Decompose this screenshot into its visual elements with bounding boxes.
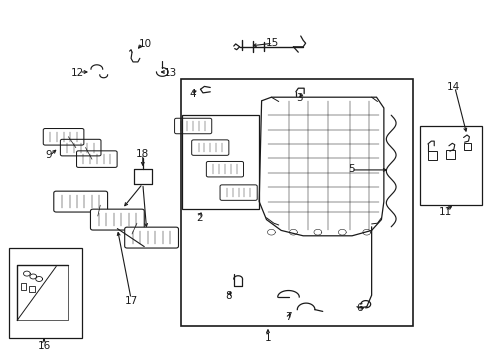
Bar [182, 115, 259, 209]
Text: 5: 5 [347, 164, 354, 174]
Text: 15: 15 [265, 38, 279, 48]
Bar [419, 126, 481, 205]
Text: 14: 14 [446, 82, 460, 92]
Text: 9: 9 [45, 150, 52, 160]
FancyBboxPatch shape [54, 191, 107, 212]
Text: 2: 2 [196, 213, 203, 223]
Text: 17: 17 [124, 296, 138, 306]
FancyBboxPatch shape [124, 227, 178, 248]
Text: 10: 10 [139, 39, 152, 49]
Bar [181, 79, 412, 326]
Text: 13: 13 [163, 68, 177, 78]
Text: 18: 18 [136, 149, 149, 159]
Text: 6: 6 [355, 303, 362, 313]
Text: 16: 16 [37, 341, 51, 351]
Text: 4: 4 [189, 89, 196, 99]
Text: 11: 11 [437, 207, 451, 217]
FancyBboxPatch shape [90, 209, 144, 230]
Text: 8: 8 [225, 291, 232, 301]
Text: 12: 12 [70, 68, 84, 78]
Text: 3: 3 [295, 93, 302, 103]
Text: 1: 1 [264, 333, 271, 343]
Bar [9, 248, 82, 338]
Text: 7: 7 [285, 312, 291, 322]
